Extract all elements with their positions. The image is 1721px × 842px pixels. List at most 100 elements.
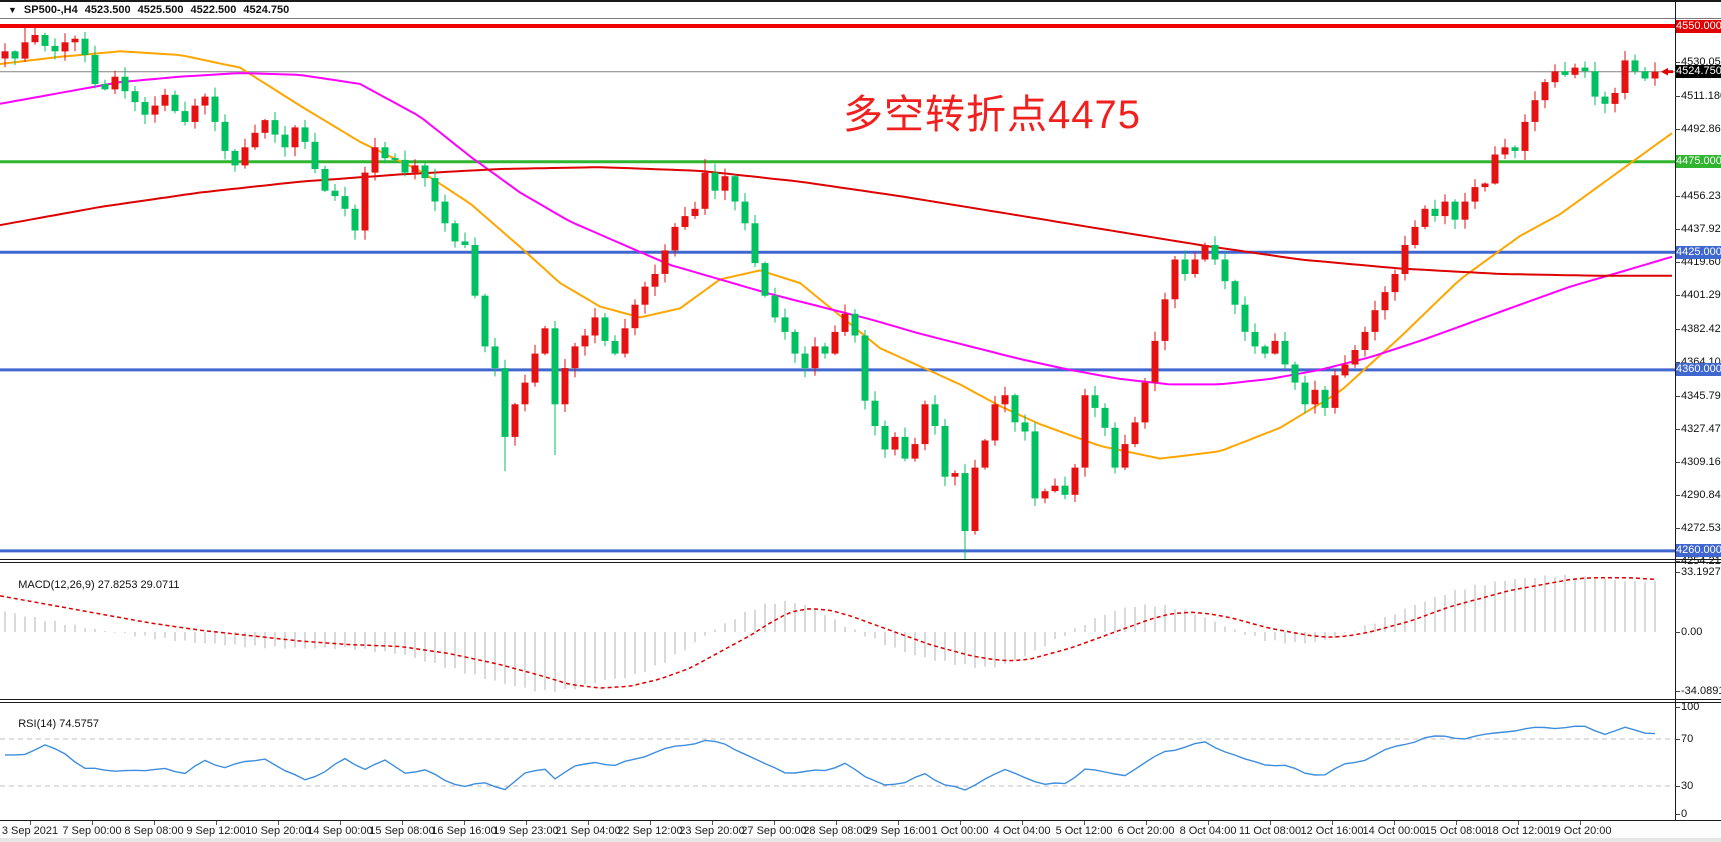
price-tick-label: 4290.845 — [1681, 489, 1721, 501]
time-tick-mark — [1084, 821, 1085, 825]
time-label: 1 Oct 00:00 — [931, 825, 989, 837]
time-label: 5 Oct 12:00 — [1055, 825, 1113, 837]
rsi-line — [5, 725, 1656, 791]
price-tick-label: 4345.790 — [1681, 390, 1721, 402]
time-tick-mark — [154, 821, 155, 825]
time-tick-mark — [1146, 821, 1147, 825]
macd-label: MACD(12,26,9) 27.8253 29.0711 — [18, 579, 180, 591]
time-tick-mark — [836, 821, 837, 825]
price-tick-mark — [1675, 396, 1680, 397]
price-tick-mark — [1675, 329, 1680, 330]
macd-tick-label: -34.0891 — [1681, 685, 1721, 697]
ma-slow-red — [0, 166, 1672, 277]
price-tick-label: 4492.865 — [1681, 123, 1721, 135]
time-tick-mark — [340, 821, 341, 825]
time-label: 19 Sep 23:00 — [493, 825, 559, 837]
ma-mid-magenta — [0, 72, 1673, 386]
price-tick-mark — [1675, 295, 1680, 296]
price-tick-mark — [1675, 528, 1680, 529]
time-tick-mark — [712, 821, 713, 825]
quote-high: 4525.500 — [137, 4, 184, 16]
price-tick-mark — [1675, 229, 1680, 230]
window-top-border — [0, 0, 1721, 2]
time-label: 18 Oct 12:00 — [1486, 825, 1550, 837]
macd-tick-label: 33.1927 — [1681, 566, 1721, 578]
time-label: 8 Oct 04:00 — [1179, 825, 1237, 837]
symbol-title: SP500-,H4 — [23, 4, 78, 16]
moving-averages — [0, 50, 1673, 460]
time-label: 15 Sep 08:00 — [369, 825, 435, 837]
price-tick-mark — [1675, 362, 1680, 363]
time-tick-mark — [278, 821, 279, 825]
time-tick-mark — [898, 821, 899, 825]
rsi-label: RSI(14) 74.5757 — [18, 718, 99, 730]
level-lines — [0, 24, 1675, 553]
time-tick-mark — [1022, 821, 1023, 825]
separator-macd-rsi-2 — [0, 702, 1721, 703]
rsi-tick-mark — [1675, 786, 1680, 787]
price-tick-label: 4254.215 — [1681, 555, 1721, 567]
price-badge: 4524.750 — [1676, 65, 1721, 78]
time-label: 16 Sep 16:00 — [431, 825, 497, 837]
time-tick-mark — [588, 821, 589, 825]
time-tick-mark — [1270, 821, 1271, 825]
symbol-dropdown-icon[interactable]: ▼ — [8, 5, 17, 15]
macd-tick-mark — [1675, 632, 1680, 633]
price-tick-label: 4272.530 — [1681, 522, 1721, 534]
time-label: 15 Oct 08:00 — [1424, 825, 1488, 837]
rsi-tick-label: 30 — [1681, 780, 1694, 792]
time-tick-mark — [1518, 821, 1519, 825]
time-label: 7 Sep 00:00 — [62, 825, 122, 837]
separator-macd-rsi[interactable] — [0, 699, 1721, 700]
time-label: 9 Sep 12:00 — [186, 825, 246, 837]
rsi-tick-label: 0 — [1681, 808, 1688, 820]
time-label: 4 Oct 04:00 — [993, 825, 1051, 837]
time-label: 3 Sep 2021 — [1, 825, 59, 837]
price-badge: 4475.000 — [1676, 155, 1721, 168]
chart-canvas[interactable] — [0, 0, 1675, 821]
time-tick-mark — [1580, 821, 1581, 825]
time-tick-mark — [92, 821, 93, 825]
time-label: 10 Sep 20:00 — [245, 825, 311, 837]
price-tick-label: 4382.420 — [1681, 323, 1721, 335]
time-label: 29 Sep 16:00 — [865, 825, 931, 837]
price-badge: 4260.000 — [1676, 544, 1721, 557]
time-label: 22 Sep 12:00 — [617, 825, 683, 837]
time-label: 14 Oct 00:00 — [1362, 825, 1426, 837]
time-tick-mark — [526, 821, 527, 825]
time-label: 27 Sep 00:00 — [741, 825, 807, 837]
price-tick-mark — [1675, 62, 1680, 63]
time-label: 8 Sep 08:00 — [124, 825, 184, 837]
time-tick-mark — [464, 821, 465, 825]
quote-low: 4522.500 — [190, 4, 237, 16]
time-label: 6 Oct 20:00 — [1117, 825, 1175, 837]
candles — [1, 26, 1659, 559]
time-label: 14 Sep 00:00 — [307, 825, 373, 837]
rsi-tick-mark — [1675, 814, 1680, 815]
time-label: 21 Sep 04:00 — [555, 825, 621, 837]
quote-open: 4523.500 — [84, 4, 131, 16]
separator-main-macd-2 — [0, 562, 1721, 563]
time-label: 28 Sep 08:00 — [803, 825, 869, 837]
time-tick-mark — [650, 821, 651, 825]
rsi-tick-label: 100 — [1681, 701, 1700, 713]
time-label: 23 Sep 20:00 — [679, 825, 745, 837]
price-tick-label: 4401.290 — [1681, 289, 1721, 301]
time-tick-mark — [30, 821, 31, 825]
price-tick-label: 4419.605 — [1681, 256, 1721, 268]
rsi-tick-mark — [1675, 707, 1680, 708]
time-tick-mark — [1394, 821, 1395, 825]
separator-main-macd[interactable] — [0, 559, 1721, 560]
macd-tick-label: 0.00 — [1681, 626, 1703, 638]
price-tick-mark — [1675, 129, 1680, 130]
rsi-tick-label: 70 — [1681, 733, 1694, 745]
time-tick-mark — [1332, 821, 1333, 825]
time-label: 11 Oct 08:00 — [1238, 825, 1302, 837]
time-tick-mark — [960, 821, 961, 825]
price-tick-mark — [1675, 495, 1680, 496]
price-tick-label: 4309.160 — [1681, 456, 1721, 468]
price-tick-label: 4437.920 — [1681, 223, 1721, 235]
time-axis[interactable]: 3 Sep 2021 7 Sep 00:00 8 Sep 08:00 9 Sep 12… — [0, 821, 1721, 842]
price-tick-label: 4456.235 — [1681, 190, 1721, 202]
price-tick-mark — [1675, 462, 1680, 463]
